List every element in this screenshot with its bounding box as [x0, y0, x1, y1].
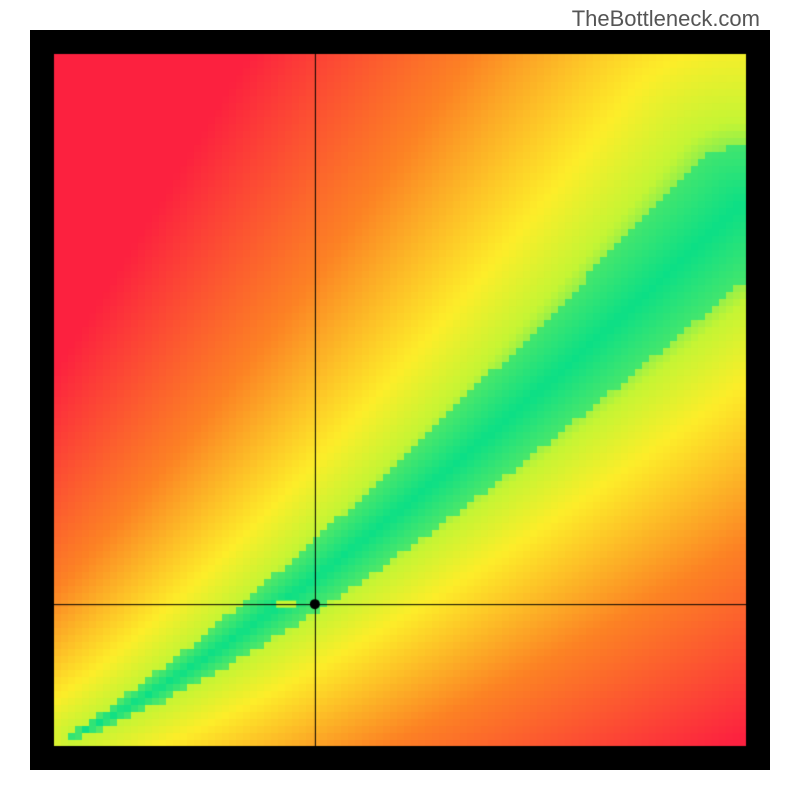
watermark-text: TheBottleneck.com	[572, 6, 760, 32]
heatmap-canvas	[30, 30, 770, 770]
